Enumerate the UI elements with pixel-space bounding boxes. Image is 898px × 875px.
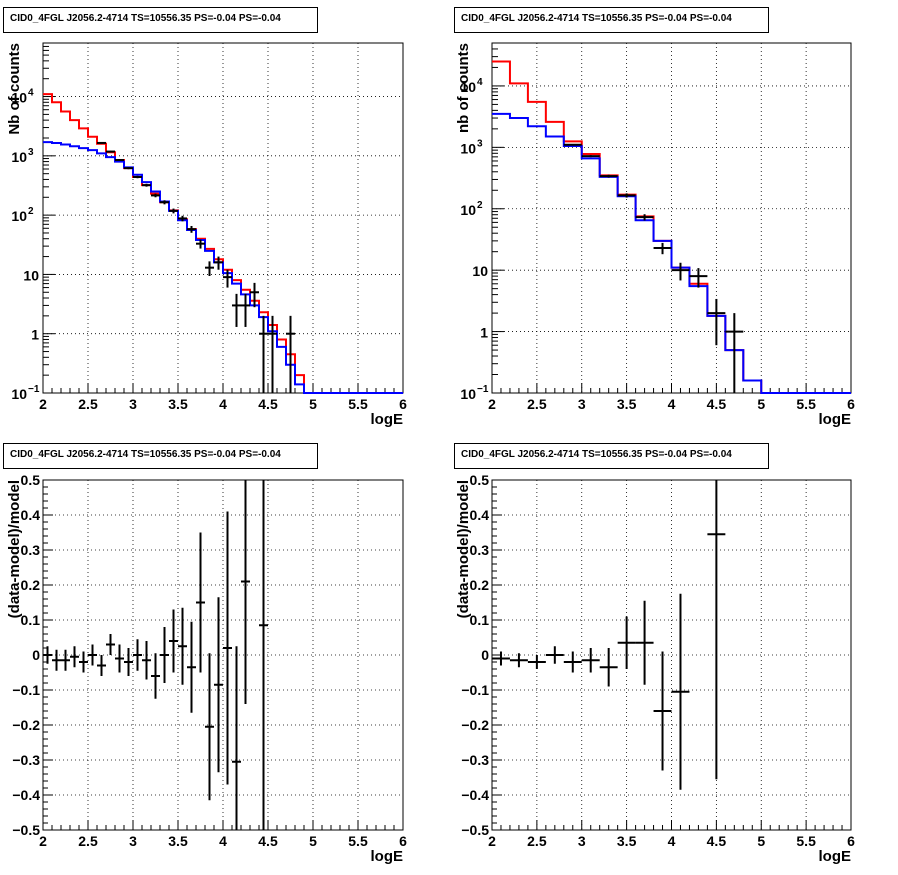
y-axis-label: (data-model)/model: [6, 480, 23, 618]
y-tick-label: −0.1: [461, 682, 489, 698]
residuals-chart: 2 2.5 3 3.5 4 4.5 5 5.5 6 −0.5 −0.4 −0.3 −0.2 −0.1 0 0.…: [6, 472, 407, 865]
x-tick-label: 6: [847, 396, 855, 412]
x-tick-label: 4.5: [707, 396, 727, 412]
y-tick-label: 0.3: [470, 542, 490, 558]
x-tick-label: 2.5: [78, 396, 98, 412]
panel-counts-right: CID0_4FGL J2056.2-4714 TS=10556.35 PS=-0…: [449, 0, 898, 437]
y-tick-label: 10: [460, 79, 476, 95]
x-tick-label: 5.5: [796, 396, 816, 412]
x-tick-label: 4: [668, 396, 676, 412]
x-tick-label: 3: [578, 833, 586, 849]
x-tick-label: 5.5: [348, 396, 368, 412]
y-tick-label: 0.4: [21, 507, 41, 523]
x-tick-label: 5: [757, 833, 765, 849]
x-tick-label: 5: [309, 833, 317, 849]
y-tick-exponent: 3: [477, 138, 483, 149]
y-tick-label: 0.2: [21, 577, 41, 593]
y-tick-exponent: 2: [477, 200, 483, 211]
y-tick-label: −0.4: [461, 787, 489, 803]
panel-residuals-right: CID0_4FGL J2056.2-4714 TS=10556.35 PS=-0…: [449, 437, 898, 875]
x-tick-label: 6: [399, 833, 407, 849]
y-tick-label: −0.4: [12, 787, 40, 803]
y-tick-label: 0.5: [21, 472, 41, 488]
y-tick-label: 1: [480, 325, 488, 341]
y-tick-label: 0.4: [470, 507, 490, 523]
x-axis-label: logE: [371, 411, 404, 428]
panel-counts-left: CID0_4FGL J2056.2-4714 TS=10556.35 PS=-0…: [0, 0, 449, 437]
panel-title: CID0_4FGL J2056.2-4714 TS=10556.35 PS=-0…: [454, 7, 769, 33]
y-tick-label: 0: [481, 647, 489, 663]
x-tick-label: 5: [757, 396, 765, 412]
x-tick-label: 4: [668, 833, 676, 849]
x-tick-label: 2.5: [527, 833, 547, 849]
x-tick-label: 5: [309, 396, 317, 412]
x-tick-label: 4.5: [707, 833, 727, 849]
x-tick-label: 6: [847, 833, 855, 849]
x-axis-label: logE: [819, 411, 852, 428]
x-tick-label: 3.5: [168, 833, 188, 849]
x-axis-label: logE: [819, 848, 852, 865]
panel-title: CID0_4FGL J2056.2-4714 TS=10556.35 PS=-0…: [3, 443, 318, 469]
y-tick-label: 10: [460, 140, 476, 156]
y-tick-label: −0.5: [461, 822, 489, 838]
x-tick-label: 3.5: [617, 396, 637, 412]
y-tick-label: −0.3: [461, 752, 489, 768]
y-tick-label: 10: [460, 386, 476, 402]
residuals-chart: 2 2.5 3 3.5 4 4.5 5 5.5 6 −0.5 −0.4 −0.3 −0.2 −0.1 0 0.…: [455, 472, 855, 865]
y-tick-label: −0.1: [12, 682, 40, 698]
x-axis-label: logE: [371, 848, 404, 865]
y-tick-label: 10: [11, 386, 27, 402]
x-tick-label: 6: [399, 396, 407, 412]
x-tick-label: 5.5: [348, 833, 368, 849]
y-tick-label: 0.2: [470, 577, 490, 593]
x-tick-label: 2: [39, 833, 47, 849]
y-tick-exponent: 2: [28, 206, 34, 217]
panel-residuals-left: CID0_4FGL J2056.2-4714 TS=10556.35 PS=-0…: [0, 437, 449, 875]
y-tick-label: 10: [11, 208, 27, 224]
x-tick-label: 4: [219, 396, 227, 412]
y-tick-label: −0.2: [461, 717, 489, 733]
y-tick-label: 0.5: [470, 472, 490, 488]
x-tick-label: 2: [488, 833, 496, 849]
y-axis-label: nb of counts: [455, 43, 472, 133]
y-tick-label: 10: [460, 202, 476, 218]
y-axis-label: (data-model)/model: [455, 480, 472, 618]
y-tick-label: 1: [31, 327, 39, 343]
y-tick-label: 10: [11, 149, 27, 165]
y-tick-label: 10: [472, 263, 488, 279]
x-tick-label: 3.5: [168, 396, 188, 412]
y-tick-label: −0.3: [12, 752, 40, 768]
x-tick-label: 2.5: [527, 396, 547, 412]
x-tick-label: 2: [488, 396, 496, 412]
y-tick-exponent: −1: [477, 384, 489, 395]
panel-title: CID0_4FGL J2056.2-4714 TS=10556.35 PS=-0…: [454, 443, 769, 469]
panel-title: CID0_4FGL J2056.2-4714 TS=10556.35 PS=-0…: [3, 7, 318, 33]
y-tick-label: 0.1: [21, 612, 41, 628]
x-tick-label: 4.5: [258, 833, 278, 849]
y-tick-label: 10: [23, 267, 39, 283]
x-tick-label: 2: [39, 396, 47, 412]
y-tick-label: 0.1: [470, 612, 490, 628]
x-tick-label: 3: [129, 396, 137, 412]
y-tick-exponent: 3: [28, 147, 34, 158]
y-tick-exponent: 4: [477, 77, 483, 88]
y-tick-label: 10: [11, 90, 27, 106]
y-tick-exponent: −1: [28, 384, 40, 395]
x-tick-label: 3: [129, 833, 137, 849]
y-tick-label: 0: [32, 647, 40, 663]
y-tick-label: −0.2: [12, 717, 40, 733]
x-tick-label: 4.5: [258, 396, 278, 412]
x-tick-label: 4: [219, 833, 227, 849]
y-tick-label: −0.5: [12, 822, 40, 838]
y-tick-exponent: 4: [28, 88, 34, 99]
x-tick-label: 3.5: [617, 833, 637, 849]
x-tick-label: 2.5: [78, 833, 98, 849]
model-histogram-line: [492, 112, 851, 394]
y-axis-label: Nb of counts: [6, 43, 23, 135]
x-tick-label: 3: [578, 396, 586, 412]
x-tick-label: 5.5: [796, 833, 816, 849]
y-tick-label: 0.3: [21, 542, 41, 558]
